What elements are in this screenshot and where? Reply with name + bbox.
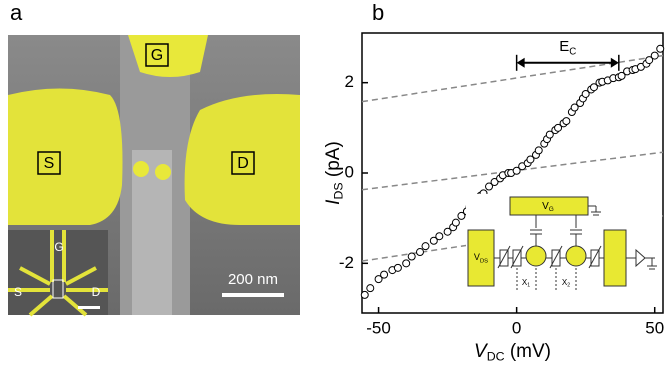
panel-label: b bbox=[372, 0, 384, 25]
y-axis-label-main: I bbox=[323, 199, 344, 205]
junction-arrow bbox=[588, 245, 602, 269]
junction-arrow bbox=[497, 245, 511, 269]
y-axis-label: IDS (pA) bbox=[323, 141, 346, 205]
dot bbox=[155, 164, 171, 180]
bias-box bbox=[467, 229, 495, 287]
data-point bbox=[374, 275, 383, 284]
junction-arrow bbox=[510, 245, 524, 269]
label-box bbox=[37, 151, 61, 175]
annotation-label-sub: C bbox=[569, 46, 576, 57]
drain-label: D bbox=[237, 155, 249, 172]
y-tick-label: 2 bbox=[345, 72, 354, 91]
inset-box bbox=[52, 279, 64, 299]
inset-leads bbox=[8, 230, 108, 317]
x-axis-label-main: V bbox=[474, 341, 489, 362]
data-point bbox=[554, 123, 563, 132]
data-point bbox=[407, 252, 416, 261]
circuit-bias-label: VDS bbox=[474, 252, 488, 264]
data-point bbox=[570, 103, 579, 112]
annotation-label-main: E bbox=[559, 38, 569, 55]
annotation-label: EC bbox=[559, 38, 576, 57]
data-point bbox=[562, 117, 571, 126]
data-point bbox=[451, 218, 460, 227]
circuit-x1-label-sub: 1 bbox=[527, 283, 530, 289]
data-point bbox=[589, 83, 598, 92]
data-point bbox=[380, 270, 389, 279]
inset-source: S bbox=[14, 285, 22, 299]
label-box bbox=[231, 151, 255, 175]
data-point bbox=[485, 182, 494, 191]
dot bbox=[565, 245, 587, 267]
circuit-bias-label-main: V bbox=[474, 252, 480, 262]
junction-arrow bbox=[549, 245, 563, 269]
data-point bbox=[656, 44, 665, 53]
inset-image: G S D bbox=[8, 230, 108, 317]
source-electrode bbox=[8, 88, 123, 225]
label-box bbox=[145, 43, 169, 67]
data-point bbox=[512, 166, 521, 175]
wires bbox=[494, 215, 657, 270]
scale-bar bbox=[222, 293, 284, 297]
circuit-gate-label-sub: G bbox=[549, 206, 554, 213]
circuit-x2-label: X2 bbox=[562, 278, 570, 289]
gate-ground bbox=[588, 205, 601, 216]
y-tick-label: 0 bbox=[345, 162, 354, 181]
x-tick-label: 0 bbox=[512, 318, 521, 337]
drain-electrode bbox=[184, 94, 300, 225]
panel-a: a G S D 200 nm G S D bbox=[8, 0, 300, 317]
data-point bbox=[617, 71, 626, 80]
data-point bbox=[429, 236, 438, 245]
source-label: S bbox=[44, 155, 55, 172]
x-tick-label: -50 bbox=[366, 318, 391, 337]
circuit-x2-label-sub: 2 bbox=[567, 283, 570, 289]
x-axis-label: VDC (mV) bbox=[474, 341, 551, 364]
data-point bbox=[490, 178, 499, 187]
x-axis-label-unit: (mV) bbox=[505, 341, 551, 362]
data-point bbox=[402, 259, 411, 268]
y-tick-label: -2 bbox=[339, 253, 354, 272]
y-axis-label-sub: DS bbox=[332, 182, 346, 199]
data-point bbox=[545, 130, 554, 139]
x-axis-label-sub: DC bbox=[487, 350, 505, 364]
circuit-gate-label: VG bbox=[542, 201, 554, 213]
data-point bbox=[457, 211, 466, 220]
inset-drain: D bbox=[92, 285, 101, 299]
data-point bbox=[366, 284, 375, 293]
amplifier bbox=[635, 248, 646, 268]
dot bbox=[525, 245, 547, 267]
circuit-x2-label-main: X bbox=[562, 278, 568, 287]
data-point bbox=[360, 290, 369, 299]
data-point bbox=[650, 51, 659, 60]
data-point bbox=[443, 227, 452, 236]
scale-bar-label: 200 nm bbox=[228, 271, 278, 288]
circuit-x1-label: X1 bbox=[522, 278, 530, 289]
circuit-x1-label-main: X bbox=[522, 278, 528, 287]
data-point bbox=[393, 263, 402, 272]
data-point bbox=[645, 56, 654, 65]
inset-gate: G bbox=[54, 240, 63, 254]
inset-scale bbox=[78, 306, 100, 309]
data-point bbox=[581, 89, 590, 98]
data-point bbox=[415, 248, 424, 257]
y-axis-label-unit: (pA) bbox=[323, 141, 344, 182]
data-point bbox=[526, 155, 535, 164]
meter-box bbox=[603, 229, 627, 287]
data-point bbox=[421, 242, 430, 251]
data-point bbox=[534, 146, 543, 155]
circuit-bias-label-sub: DS bbox=[480, 258, 488, 264]
circuit-gate-label-main: V bbox=[542, 201, 549, 212]
panel-label: a bbox=[10, 0, 23, 25]
x-tick-label: 50 bbox=[645, 318, 664, 337]
dot bbox=[133, 161, 149, 177]
data-point bbox=[435, 232, 444, 241]
gate-label: G bbox=[151, 47, 163, 64]
